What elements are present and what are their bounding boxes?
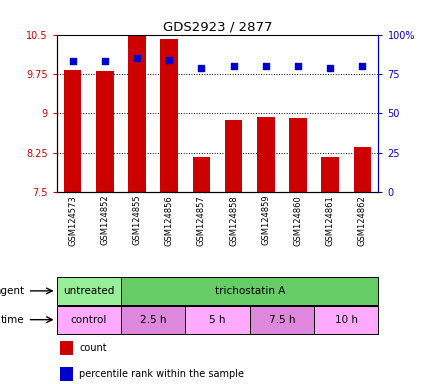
Bar	[59, 341, 72, 355]
Bar	[56, 277, 121, 305]
Point	[101, 58, 108, 65]
Point	[262, 63, 269, 69]
Title: GDS2923 / 2877: GDS2923 / 2877	[162, 20, 272, 33]
Text: agent: agent	[0, 286, 24, 296]
Point	[326, 65, 333, 71]
Point	[230, 63, 237, 69]
Bar	[121, 277, 378, 305]
Bar	[121, 306, 185, 333]
Text: time: time	[1, 314, 24, 325]
Text: 7.5 h: 7.5 h	[268, 314, 294, 325]
Bar	[313, 306, 378, 333]
Bar	[353, 147, 370, 192]
Bar	[192, 157, 210, 192]
Text: trichostatin A: trichostatin A	[214, 286, 284, 296]
Point	[133, 55, 140, 61]
Text: 5 h: 5 h	[209, 314, 225, 325]
Point	[294, 63, 301, 69]
Bar	[160, 39, 178, 192]
Point	[197, 65, 204, 71]
Point	[69, 58, 76, 65]
Bar	[96, 71, 113, 192]
Text: 2.5 h: 2.5 h	[140, 314, 166, 325]
Bar	[64, 70, 81, 192]
Bar	[56, 306, 121, 333]
Text: count: count	[79, 343, 106, 353]
Text: untreated: untreated	[63, 286, 114, 296]
Bar	[289, 118, 306, 192]
Bar	[224, 119, 242, 192]
Text: percentile rank within the sample: percentile rank within the sample	[79, 369, 243, 379]
Point	[165, 57, 172, 63]
Bar	[185, 306, 249, 333]
Bar	[249, 306, 313, 333]
Text: control: control	[70, 314, 107, 325]
Bar	[128, 36, 145, 192]
Bar	[59, 367, 72, 381]
Bar	[321, 157, 338, 192]
Text: 10 h: 10 h	[334, 314, 357, 325]
Point	[358, 63, 365, 69]
Bar	[256, 118, 274, 192]
